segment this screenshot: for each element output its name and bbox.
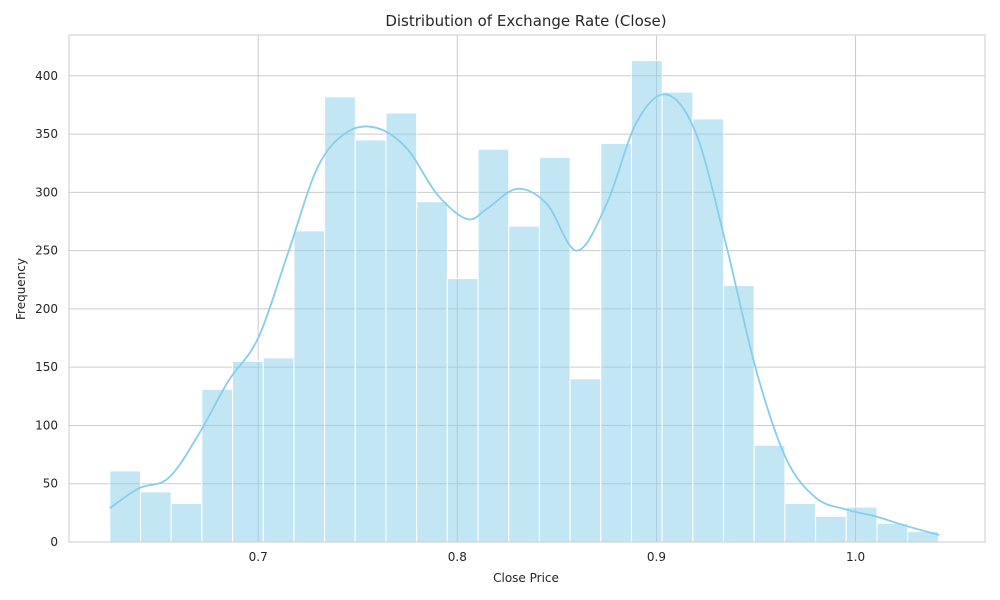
histogram-bar [293,230,326,543]
bars [109,60,939,543]
histogram-bar [508,225,540,543]
y-tick-label: 250 [35,244,58,258]
kde-line [109,93,940,536]
x-tick-label: 0.9 [647,550,666,564]
y-tick-label: 50 [43,477,58,491]
histogram-bar [753,444,786,543]
histogram-bar [446,278,479,543]
histogram-bar [170,503,203,543]
histogram-bar [354,139,387,543]
chart-title: Distribution of Exchange Rate (Close) [385,12,666,30]
y-tick-label: 100 [35,418,58,432]
histogram-bar [661,91,694,543]
histogram-bar [232,360,264,543]
histogram-bar [784,503,817,543]
x-tick-label: 0.7 [249,550,268,564]
x-axis-label: Close Price [493,571,559,585]
y-tick-label: 150 [35,360,58,374]
y-tick-labels: 0 50 100 150 200 250 300 350 400 [35,69,58,549]
y-axis-label: Frequency [14,258,28,320]
y-tick-label: 350 [35,127,58,141]
histogram-bar [692,118,725,543]
histogram-bar [201,388,234,543]
histogram-bar [538,156,571,543]
x-tick-label: 1.0 [846,550,865,564]
histogram-bar [630,60,663,543]
histogram-bar [324,96,356,543]
histogram-bar [140,491,172,543]
histogram-bar [600,142,632,543]
histogram-bar [845,506,878,543]
histogram-bar [815,515,847,543]
y-tick-label: 0 [50,535,58,549]
histogram-bar [109,470,142,543]
x-tick-label: 0.8 [448,550,467,564]
histogram-bar [477,148,510,543]
y-tick-label: 300 [35,185,58,199]
histogram-bar [385,112,418,543]
y-tick-label: 400 [35,69,58,83]
y-tick-label: 200 [35,302,58,316]
x-tick-labels: 0.7 0.8 0.9 1.0 [249,550,865,564]
plot-frame [68,34,986,543]
histogram-bar [416,201,448,543]
histogram-bar [569,378,602,543]
histogram-bar [262,357,295,543]
histogram-bar [876,522,909,543]
histogram-bar [723,285,755,543]
